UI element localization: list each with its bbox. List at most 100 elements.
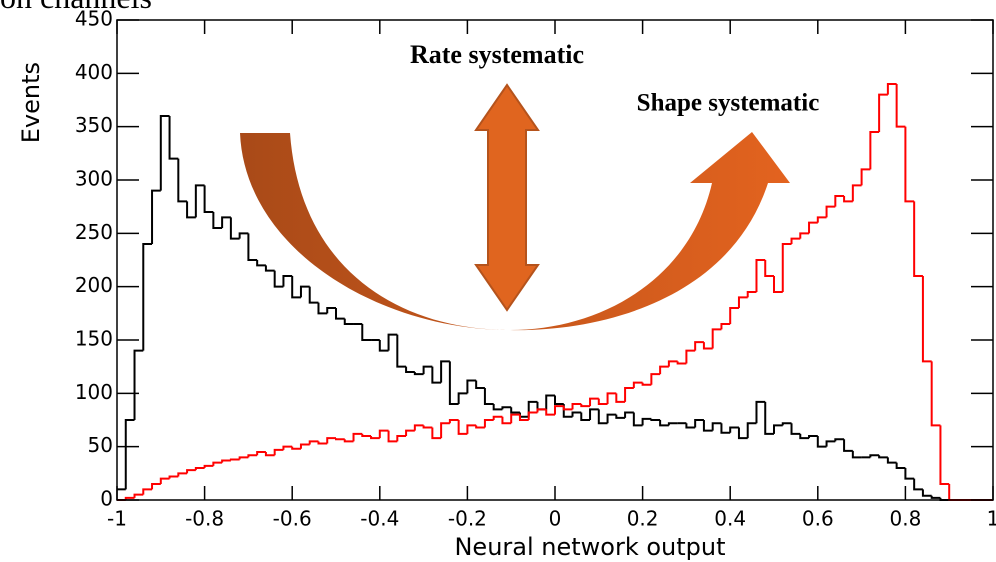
hist-step — [580, 412, 591, 421]
hist-step — [834, 438, 845, 442]
hist-step — [501, 416, 512, 425]
hist-step — [597, 398, 608, 405]
y-tick-label: 0 — [100, 487, 113, 511]
hist-step — [352, 432, 363, 442]
y-tick-label: 50 — [88, 433, 113, 457]
hist-step — [702, 420, 713, 432]
hist-step — [396, 435, 407, 442]
hist-step — [492, 404, 503, 411]
hist-step — [203, 464, 214, 468]
hist-step — [431, 427, 442, 440]
hist-step — [676, 361, 687, 365]
hist-step — [921, 276, 932, 363]
hist-step — [483, 419, 494, 428]
hist-step — [878, 93, 888, 132]
annotation: Shape systematic — [637, 90, 820, 117]
hist-step — [378, 340, 389, 352]
hist-step — [343, 439, 354, 443]
hist-step — [177, 472, 188, 477]
hist-step — [895, 84, 906, 128]
hist-step — [168, 475, 179, 479]
hist-step — [685, 423, 696, 429]
hist-step — [361, 433, 372, 437]
hist-step — [641, 382, 652, 386]
hist-step — [545, 409, 555, 416]
x-tick-label: -0.6 — [273, 507, 312, 531]
hist-step — [238, 456, 249, 460]
hist-step — [571, 411, 582, 417]
hist-step — [343, 318, 354, 325]
x-tick-label: 0 — [549, 507, 562, 531]
hist-step — [694, 341, 704, 351]
hist-step — [431, 366, 442, 384]
hist-step — [466, 424, 477, 434]
hist-step — [335, 438, 345, 441]
hist-step — [221, 216, 231, 228]
hist-step — [606, 413, 617, 424]
hist-step — [816, 436, 827, 448]
hist-step — [571, 403, 582, 410]
hist-step — [221, 459, 231, 463]
y-tick-label: 200 — [75, 273, 113, 297]
hist-step — [177, 158, 188, 203]
header-text: on channels — [0, 0, 152, 15]
hist-step — [930, 361, 941, 427]
hist-step — [457, 420, 468, 435]
x-tick-label: 1 — [987, 507, 996, 531]
hist-step — [580, 404, 591, 408]
hist-step — [405, 429, 415, 436]
hist-step — [282, 275, 293, 287]
hist-step — [659, 365, 669, 375]
y-tick-label: 250 — [75, 220, 113, 244]
hist-step — [913, 201, 923, 277]
hist-step — [615, 414, 626, 419]
hist-step — [799, 232, 810, 239]
hist-step — [781, 422, 792, 426]
hist-step — [667, 360, 678, 367]
hist-step — [597, 409, 608, 425]
hist-step — [624, 387, 634, 402]
hist-step — [361, 324, 372, 341]
hist-step — [308, 440, 319, 445]
hist-step — [834, 195, 845, 207]
hist-step — [685, 349, 696, 364]
x-tick-label: -1 — [107, 507, 127, 531]
hist-step — [247, 454, 258, 458]
hist-step — [562, 406, 573, 411]
hist-step — [589, 408, 599, 420]
hist-step — [729, 307, 739, 324]
hist-step — [229, 217, 240, 240]
annotation: Rate systematic — [410, 40, 584, 69]
hist-step — [694, 419, 704, 428]
y-tick-label: 300 — [75, 167, 113, 191]
hist-step — [886, 457, 897, 464]
hist-step — [851, 184, 862, 202]
x-tick-label: -0.8 — [185, 507, 224, 531]
hist-step — [869, 131, 880, 170]
x-tick-label: 0.2 — [627, 507, 659, 531]
hist-step — [264, 452, 275, 457]
hist-step — [527, 400, 538, 417]
hist-step — [711, 328, 722, 349]
hist-step — [151, 189, 161, 244]
hist-step — [326, 307, 336, 314]
hist-step — [720, 423, 731, 434]
hist-step — [641, 417, 652, 426]
hist-step — [545, 394, 555, 410]
hist-step — [518, 414, 529, 421]
hist-step — [501, 406, 512, 410]
hist-step — [264, 265, 275, 272]
y-tick-label: 450 — [75, 7, 113, 31]
hist-step — [843, 439, 853, 452]
hist-step — [124, 419, 135, 490]
hist-step — [764, 260, 774, 277]
hist-step — [799, 433, 810, 440]
hist-step — [387, 333, 398, 351]
hist-step — [773, 276, 783, 293]
hist-step — [737, 427, 748, 440]
hist-step — [492, 415, 503, 420]
x-tick-label: 0.6 — [802, 507, 834, 531]
hist-step — [702, 342, 713, 350]
